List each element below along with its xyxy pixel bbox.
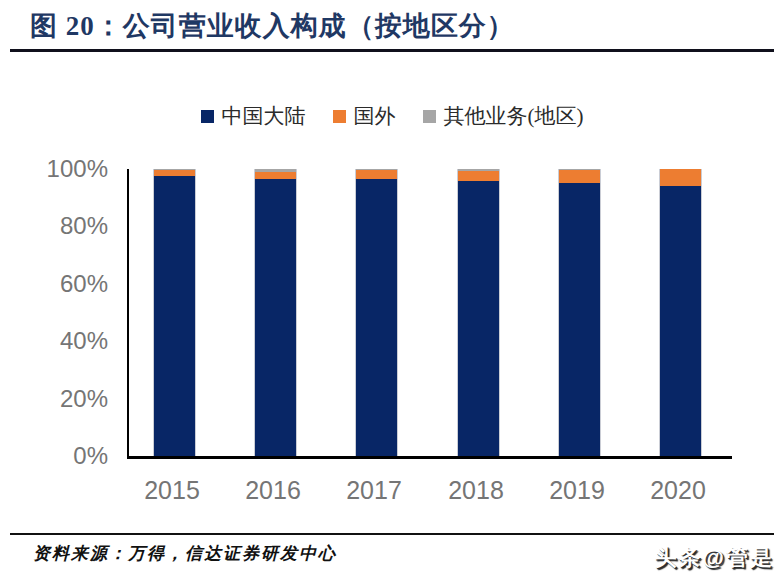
legend-swatch-overseas <box>333 110 346 123</box>
y-axis-tick-0: 0% <box>18 443 108 469</box>
bar-2016 <box>255 169 296 456</box>
bar-segment-2018 <box>458 169 499 171</box>
bar-segment-2017 <box>356 169 397 170</box>
figure-page: 图 20：公司营业收入构成（按地区分） 中国大陆 国外 其他业务(地区) 0% … <box>0 0 784 583</box>
watermark: 头条@管是 <box>655 543 774 573</box>
bar-segment-2017 <box>356 170 397 179</box>
bar-segment-2019 <box>559 169 600 170</box>
bar-segment-2016 <box>255 169 296 172</box>
bar-segment-2016 <box>255 179 296 456</box>
x-axis-label-2015: 2015 <box>122 476 222 504</box>
bar-2015 <box>154 169 195 456</box>
bar-segment-2016 <box>255 172 296 179</box>
x-axis-label-2018: 2018 <box>426 476 526 504</box>
bar-segment-2015 <box>154 176 195 456</box>
legend-label-mainland: 中国大陆 <box>222 102 306 130</box>
legend-swatch-other <box>423 110 436 123</box>
bar-segment-2015 <box>154 169 195 170</box>
y-axis-tick-60: 60% <box>18 271 108 297</box>
legend-item-overseas: 国外 <box>333 102 396 130</box>
footer-divider <box>10 533 774 535</box>
bar-segment-2017 <box>356 179 397 456</box>
bar-2017 <box>356 169 397 456</box>
source-note: 资料来源：万得，信达证券研发中心 <box>33 542 337 565</box>
chart-legend: 中国大陆 国外 其他业务(地区) <box>0 102 784 130</box>
x-axis-label-2019: 2019 <box>527 476 627 504</box>
figure-title: 图 20：公司营业收入构成（按地区分） <box>30 8 515 44</box>
x-axis-label-2016: 2016 <box>223 476 323 504</box>
bar-segment-2019 <box>559 170 600 183</box>
bar-segment-2018 <box>458 171 499 181</box>
plot-area <box>127 169 732 459</box>
bar-2018 <box>458 169 499 456</box>
bar-segment-2020 <box>660 169 701 186</box>
x-axis-label-2020: 2020 <box>628 476 728 504</box>
bar-segment-2020 <box>660 186 701 456</box>
bar-segment-2015 <box>154 170 195 176</box>
bar-segment-2019 <box>559 183 600 456</box>
legend-item-other: 其他业务(地区) <box>423 102 584 130</box>
legend-label-overseas: 国外 <box>354 102 396 130</box>
bar-segment-2018 <box>458 181 499 456</box>
bar-2020 <box>660 169 701 456</box>
bar-2019 <box>559 169 600 456</box>
y-axis-tick-40: 40% <box>18 328 108 354</box>
y-axis-tick-100: 100% <box>18 156 108 182</box>
title-divider <box>10 49 774 52</box>
y-axis-tick-20: 20% <box>18 386 108 412</box>
legend-item-mainland: 中国大陆 <box>201 102 306 130</box>
legend-swatch-mainland <box>201 110 214 123</box>
y-axis-tick-80: 80% <box>18 213 108 239</box>
x-axis-label-2017: 2017 <box>324 476 424 504</box>
legend-label-other: 其他业务(地区) <box>444 102 584 130</box>
